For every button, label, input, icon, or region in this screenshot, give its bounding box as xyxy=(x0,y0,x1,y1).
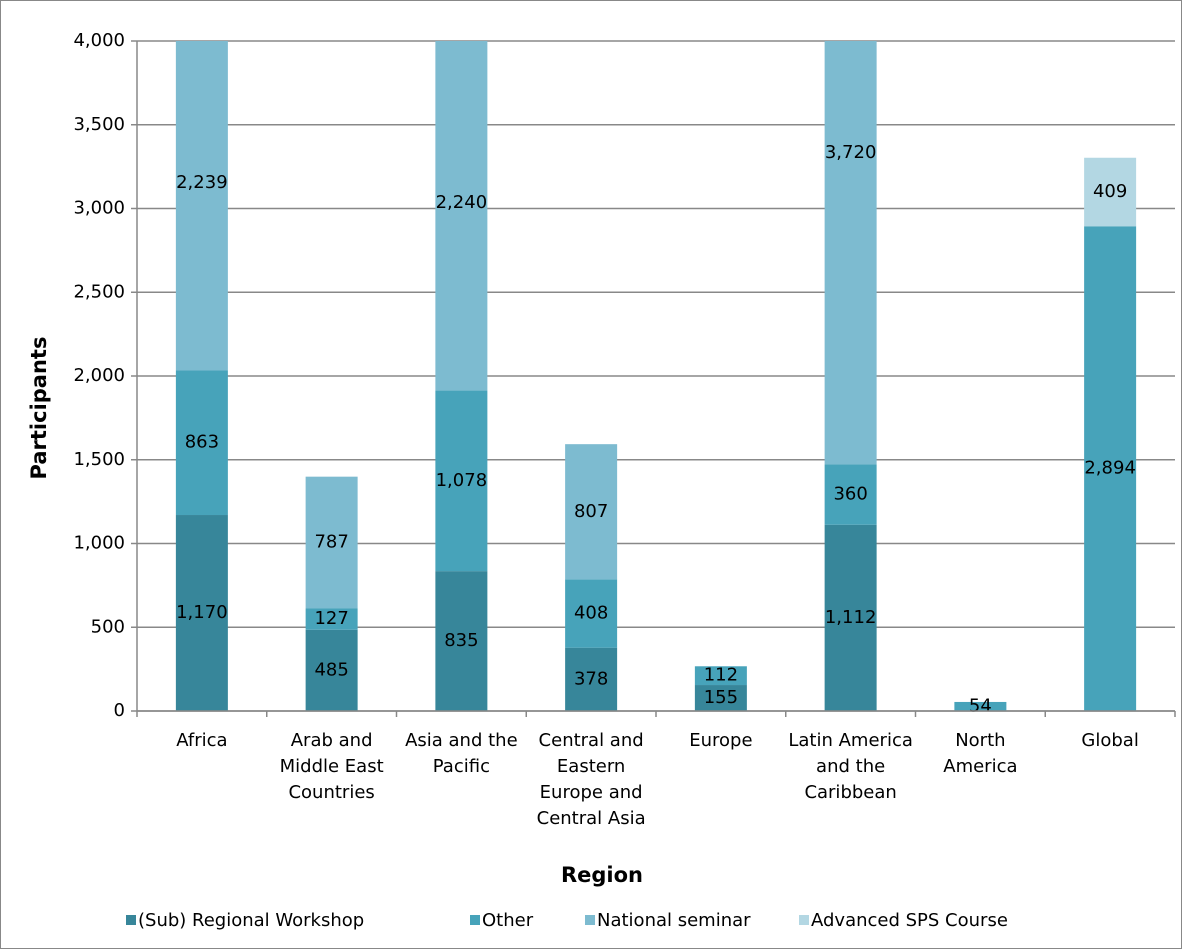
x-tick-label: Arab and Middle East Countries xyxy=(279,730,384,803)
bar-segment xyxy=(565,444,618,580)
x-axis-label: Region xyxy=(561,863,643,887)
y-tick-label: 2,000 xyxy=(73,365,125,386)
bar-segment xyxy=(305,476,358,609)
legend-label: National seminar xyxy=(597,910,751,931)
legend-swatch xyxy=(470,915,480,925)
x-tick-label: North America xyxy=(943,730,1018,777)
value-label: 2,239 xyxy=(176,172,228,193)
value-label: 1,170 xyxy=(176,602,228,623)
bar-segment xyxy=(1084,226,1137,711)
bar-segment xyxy=(565,647,618,711)
value-label: 863 xyxy=(185,432,219,453)
plot-area xyxy=(175,41,1137,711)
value-label: 112 xyxy=(704,665,738,686)
bar-segment xyxy=(175,41,228,371)
y-tick-label: 2,500 xyxy=(73,281,125,302)
bar-segment xyxy=(1084,157,1137,227)
bar-segment xyxy=(694,666,747,686)
x-tick-label: Asia and the Pacific xyxy=(405,730,518,777)
legend-label: (Sub) Regional Workshop xyxy=(138,910,364,931)
value-label: 127 xyxy=(314,608,348,629)
bar-segment xyxy=(565,579,618,648)
y-tick-label: 500 xyxy=(91,616,125,637)
value-label: 1,112 xyxy=(825,607,877,628)
bar-segment xyxy=(435,390,488,572)
value-label: 54 xyxy=(969,695,992,716)
value-label: 360 xyxy=(833,484,867,505)
value-label: 3,720 xyxy=(825,142,877,163)
bar-segment xyxy=(694,685,747,711)
value-label: 378 xyxy=(574,668,608,689)
x-tick-label: Global xyxy=(1081,730,1139,751)
bar-segment xyxy=(824,41,877,465)
y-tick-label: 1,000 xyxy=(73,533,125,554)
value-label: 835 xyxy=(444,630,478,651)
y-axis-label: Participants xyxy=(27,337,51,480)
bar-segment xyxy=(175,515,228,711)
value-label: 2,240 xyxy=(436,192,488,213)
y-tick-label: 1,500 xyxy=(73,449,125,470)
value-label: 155 xyxy=(704,687,738,708)
value-label: 2,894 xyxy=(1084,458,1136,479)
x-tick-label: Central and Eastern Europe and Central A… xyxy=(536,730,646,829)
value-label: 408 xyxy=(574,603,608,624)
value-label: 1,078 xyxy=(436,470,488,491)
legend-swatch xyxy=(126,915,136,925)
value-label: 409 xyxy=(1093,181,1127,202)
legend-label: Other xyxy=(482,910,534,931)
y-tick-label: 3,000 xyxy=(73,198,125,219)
y-tick-label: 0 xyxy=(114,700,125,721)
bar-segment xyxy=(305,608,358,630)
legend-label: Advanced SPS Course xyxy=(811,910,1008,931)
bar-segment xyxy=(175,370,228,516)
value-label: 807 xyxy=(574,501,608,522)
legend-swatch xyxy=(585,915,595,925)
bar-segment xyxy=(824,524,877,711)
bar-segment xyxy=(435,41,488,391)
x-tick-label: Latin America and the Caribbean xyxy=(788,730,913,803)
bar-segment xyxy=(954,701,1007,711)
value-label: 485 xyxy=(314,659,348,680)
bar-segment xyxy=(435,571,488,711)
bar-segment xyxy=(824,464,877,525)
x-tick-label: Europe xyxy=(689,730,753,751)
value-label: 787 xyxy=(314,532,348,553)
y-tick-label: 4,000 xyxy=(73,30,125,51)
legend-swatch xyxy=(799,915,809,925)
x-tick-label: Africa xyxy=(176,730,228,751)
bar-segment xyxy=(305,629,358,711)
y-tick-label: 3,500 xyxy=(73,114,125,135)
